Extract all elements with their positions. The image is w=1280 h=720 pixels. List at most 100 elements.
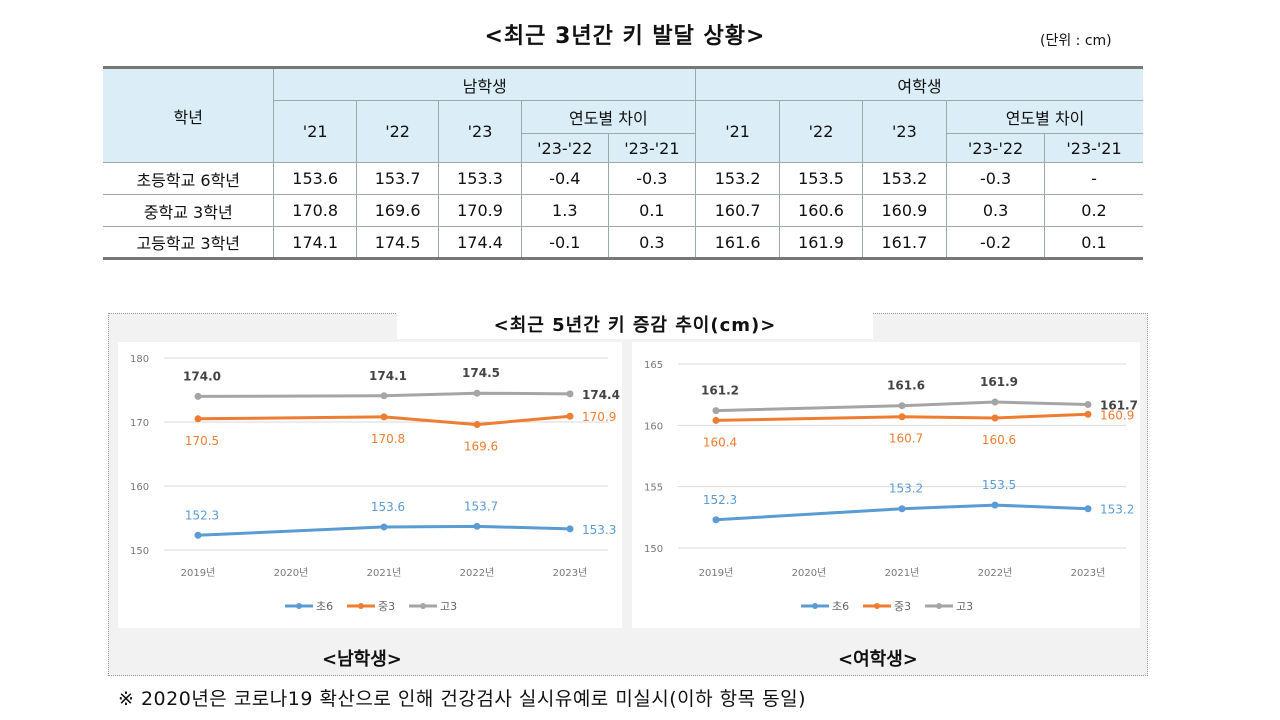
male-value-cell: 0.1 (607, 194, 696, 227)
data-point (194, 531, 202, 539)
y-tick-label: 160 (130, 482, 149, 493)
data-label: 153.6 (371, 500, 405, 514)
male-value-cell: 174.1 (273, 226, 357, 259)
female-value-cell: 161.9 (779, 226, 863, 259)
data-point (194, 392, 202, 400)
series-line-고3 (197, 391, 571, 398)
data-point (566, 390, 574, 398)
male-chart-svg: 150 160 170 180 2019년 2020년 2021년 2022년 2023년 152… (130, 354, 620, 613)
data-point (380, 413, 388, 421)
female-chart: 150 155 160 165 2019년 2020년 2021년 2022년 2023년 152… (632, 342, 1140, 628)
y-tick-label: 150 (130, 546, 149, 557)
y-tick-label: 160 (644, 421, 663, 432)
male-value-cell: 0.3 (607, 226, 696, 259)
data-label: 160.6 (982, 433, 1016, 447)
diff-header: 연도별 차이 (520, 100, 696, 134)
data-point (1084, 410, 1092, 418)
data-label: 161.6 (887, 379, 925, 393)
data-point (566, 412, 574, 420)
data-point (712, 516, 720, 524)
x-tick-label: 2020년 (274, 567, 309, 579)
data-label: 153.5 (982, 478, 1016, 492)
data-point (566, 525, 574, 533)
data-point (898, 413, 906, 421)
male-value-cell: -0.1 (520, 226, 609, 259)
female-chart-caption: <여학생> (838, 649, 918, 670)
female-value-cell: -0.3 (946, 162, 1046, 195)
male-chart: 150 160 170 180 2019년 2020년 2021년 2022년 2023년 152… (118, 342, 622, 628)
female-value-cell: - (1044, 162, 1143, 195)
year-header: '21 (273, 100, 357, 163)
x-tick-label: 2019년 (181, 567, 216, 579)
legend-label: 초6 (832, 600, 849, 613)
data-point (712, 416, 720, 424)
data-label: 153.7 (464, 499, 498, 513)
data-point (380, 392, 388, 400)
year-header: '21 (694, 100, 781, 163)
y-tick-label: 150 (644, 544, 663, 555)
x-tick-label: 2021년 (367, 567, 402, 579)
table-row: 고등학교 3학년 174.1 174.5 174.4 -0.1 0.3 161.6 161.9… (103, 226, 1143, 259)
legend-marker (296, 603, 302, 609)
data-label: 153.3 (582, 523, 616, 537)
male-value-cell: 174.4 (438, 226, 522, 259)
male-value-cell: -0.3 (607, 162, 696, 195)
x-tick-label: 2023년 (1071, 567, 1106, 579)
legend-label: 고3 (956, 600, 973, 613)
male-value-cell: 169.6 (355, 194, 440, 227)
data-label: 170.9 (582, 410, 616, 424)
data-label: 170.8 (371, 432, 405, 446)
female-chart-svg: 150 155 160 165 2019년 2020년 2021년 2022년 2023년 152… (644, 360, 1138, 613)
data-point (1084, 400, 1092, 408)
diff-subheader: '23-'21 (1044, 133, 1143, 163)
x-tick-label: 2023년 (553, 567, 588, 579)
legend-marker (812, 603, 818, 609)
grade-cell: 초등학교 6학년 (103, 162, 275, 195)
legend-label: 고3 (440, 600, 457, 613)
data-label: 170.5 (185, 434, 219, 448)
series-line-고3 (715, 400, 1089, 413)
data-point (473, 522, 481, 530)
data-label: 160.7 (889, 432, 923, 446)
data-label: 161.9 (980, 375, 1018, 389)
data-point (1084, 505, 1092, 513)
grade-cell: 고등학교 3학년 (103, 226, 275, 259)
male-value-cell: 153.7 (355, 162, 440, 195)
year-header: '22 (355, 100, 440, 163)
data-label: 153.2 (1100, 503, 1134, 517)
data-label: 161.7 (1100, 398, 1138, 412)
diff-subheader: '23-'22 (521, 133, 609, 163)
male-value-cell: 1.3 (520, 194, 609, 227)
diff-subheader: '23-'21 (607, 133, 696, 163)
male-value-cell: 170.8 (273, 194, 357, 227)
diff-header: 연도별 차이 (946, 100, 1143, 134)
y-tick-label: 155 (644, 483, 663, 494)
female-value-cell: 0.2 (1044, 194, 1143, 227)
data-point (991, 501, 999, 509)
x-tick-label: 2020년 (792, 567, 827, 579)
data-label: 174.0 (183, 369, 221, 383)
data-point (898, 402, 906, 410)
female-value-cell: 0.1 (1044, 226, 1143, 259)
female-value-cell: 160.6 (779, 194, 863, 227)
data-label: 174.5 (462, 366, 500, 380)
series-line-초6 (197, 524, 571, 537)
grade-cell: 중학교 3학년 (103, 194, 275, 227)
male-value-cell: 170.9 (438, 194, 522, 227)
male-chart-caption: <남학생> (322, 649, 402, 670)
data-point (194, 415, 202, 423)
page-title: <최근 3년간 키 발달 상황> (484, 24, 766, 49)
y-tick-label: 180 (130, 354, 149, 365)
data-point (473, 389, 481, 397)
table-row: 초등학교 6학년 153.6 153.7 153.3 -0.4 -0.3 153.2 153.… (103, 162, 1143, 195)
data-label: 153.2 (889, 482, 923, 496)
data-label: 174.4 (582, 388, 620, 402)
x-tick-label: 2022년 (460, 567, 495, 579)
series-line-초6 (715, 503, 1089, 522)
female-value-cell: 160.9 (861, 194, 948, 227)
data-label: 169.6 (464, 440, 498, 454)
series-line-중3 (197, 414, 571, 427)
data-point (991, 398, 999, 406)
legend-marker (420, 603, 426, 609)
female-value-cell: 161.7 (861, 226, 948, 259)
